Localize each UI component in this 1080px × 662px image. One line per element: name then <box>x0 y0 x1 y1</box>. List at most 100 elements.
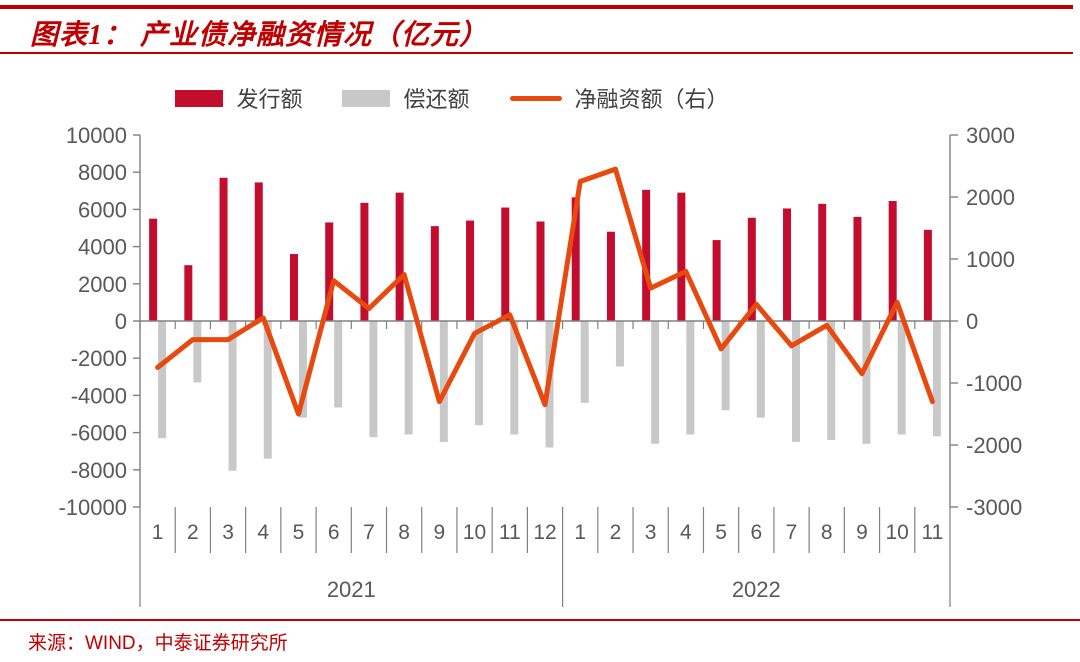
month-label: 10 <box>885 521 908 544</box>
repayment-bar <box>404 321 413 435</box>
issuance-bar <box>747 217 756 321</box>
issuance-bar <box>853 216 862 321</box>
y-axis-left-label: -8000 <box>71 458 127 483</box>
month-label: 3 <box>222 521 234 544</box>
legend-label-net: 净融资额（右） <box>574 87 729 112</box>
y-axis-left-label: -10000 <box>58 495 127 520</box>
y-axis-right-label: 2000 <box>966 185 1015 210</box>
issuance-bar <box>219 177 228 321</box>
chart-svg: -10000-8000-6000-4000-200002000400060008… <box>58 123 1022 607</box>
month-label: 4 <box>680 521 692 544</box>
y-axis-left-label: 6000 <box>78 197 127 222</box>
repayment-bar <box>862 321 871 444</box>
month-label: 6 <box>750 521 762 544</box>
repayment-bar <box>475 321 484 426</box>
legend: 发行额 偿还额 净融资额（右） <box>0 82 992 114</box>
repayment-bar <box>580 321 589 403</box>
issuance-bar <box>430 226 439 321</box>
y-axis-left-label: -4000 <box>71 383 127 408</box>
repayment-bar <box>897 321 906 435</box>
month-label: 8 <box>821 521 833 544</box>
y-axis-left-label: 2000 <box>78 272 127 297</box>
source-note: 来源：WIND，中泰证券研究所 <box>28 633 288 654</box>
issuance-bar <box>783 208 792 321</box>
issuance-bar <box>712 240 721 321</box>
y-axis-left-label: -6000 <box>71 421 127 446</box>
issuance-bar <box>466 220 475 321</box>
month-label: 2 <box>610 521 622 544</box>
y-axis-left-label: 0 <box>115 309 127 334</box>
repayment-bar <box>756 321 765 418</box>
issuance-bar <box>289 254 298 321</box>
issuance-bar <box>642 189 651 321</box>
month-label: 11 <box>921 521 943 544</box>
issuance-bar <box>360 202 369 321</box>
month-label: 1 <box>152 521 164 544</box>
year-label: 2021 <box>327 577 376 602</box>
repayment-bar <box>932 321 941 437</box>
repayment-bar <box>792 321 801 442</box>
net-line-swatch-icon <box>509 95 562 101</box>
repayment-bar <box>439 321 448 442</box>
repayment-bar <box>510 321 519 435</box>
legend-item-net: 净融资额（右） <box>509 82 729 114</box>
y-axis-right-label: 3000 <box>966 123 1015 148</box>
y-axis-right-label: -2000 <box>966 433 1022 458</box>
repayment-bar <box>827 321 836 441</box>
repayment-bar <box>193 321 202 383</box>
legend-item-repayment: 偿还额 <box>342 82 470 114</box>
month-label: 9 <box>856 521 868 544</box>
issuance-bar <box>571 197 580 321</box>
y-axis-left-label: 4000 <box>78 235 127 260</box>
repayment-bar <box>228 321 237 471</box>
repayment-bar <box>263 321 272 459</box>
issuance-bar <box>677 192 686 321</box>
month-label: 9 <box>434 521 446 544</box>
issuance-bar <box>536 221 545 321</box>
month-label: 6 <box>328 521 340 544</box>
month-label: 1 <box>574 521 586 544</box>
repayment-swatch-icon <box>342 89 391 107</box>
repayment-bar <box>158 321 167 439</box>
issuance-bar <box>501 207 510 321</box>
issuance-bar <box>818 203 827 321</box>
issuance-bar <box>923 229 932 321</box>
y-axis-left-label: 8000 <box>78 160 127 185</box>
issuance-swatch-icon <box>175 89 224 107</box>
issuance-bar <box>606 231 615 321</box>
page-title: 图表1： 产业债净融资情况（亿元） <box>30 20 489 51</box>
repayment-bar <box>369 321 378 438</box>
y-axis-left-label: -2000 <box>71 346 127 371</box>
bottom-rule <box>0 619 1080 621</box>
month-label: 11 <box>499 521 521 544</box>
y-axis-left-label: 10000 <box>66 123 127 148</box>
top-rule <box>0 5 1073 9</box>
repayment-bar <box>334 321 343 408</box>
legend-item-issuance: 发行额 <box>175 82 302 114</box>
month-label: 2 <box>187 521 199 544</box>
issuance-bar <box>395 192 404 321</box>
month-label: 5 <box>715 521 727 544</box>
repayment-bar <box>615 321 624 367</box>
legend-label-issuance: 发行额 <box>236 87 303 112</box>
month-label: 7 <box>363 521 375 544</box>
title-underline <box>0 52 1073 54</box>
repayment-bar <box>651 321 660 444</box>
y-axis-right-label: 0 <box>966 309 978 334</box>
issuance-bar <box>149 218 158 321</box>
repayment-bar <box>298 321 307 418</box>
repayment-bar <box>686 321 695 435</box>
month-label: 10 <box>463 521 486 544</box>
legend-label-repayment: 偿还额 <box>403 87 470 112</box>
month-label: 5 <box>293 521 305 544</box>
issuance-bar <box>888 201 897 321</box>
y-axis-right-label: 1000 <box>966 247 1015 272</box>
issuance-bar <box>325 222 334 321</box>
repayment-bar <box>721 321 730 411</box>
year-label: 2022 <box>732 577 781 602</box>
month-label: 7 <box>786 521 798 544</box>
y-axis-right-label: -1000 <box>966 371 1022 396</box>
issuance-bar <box>184 265 193 321</box>
net-line <box>155 166 935 417</box>
month-label: 12 <box>533 521 556 544</box>
